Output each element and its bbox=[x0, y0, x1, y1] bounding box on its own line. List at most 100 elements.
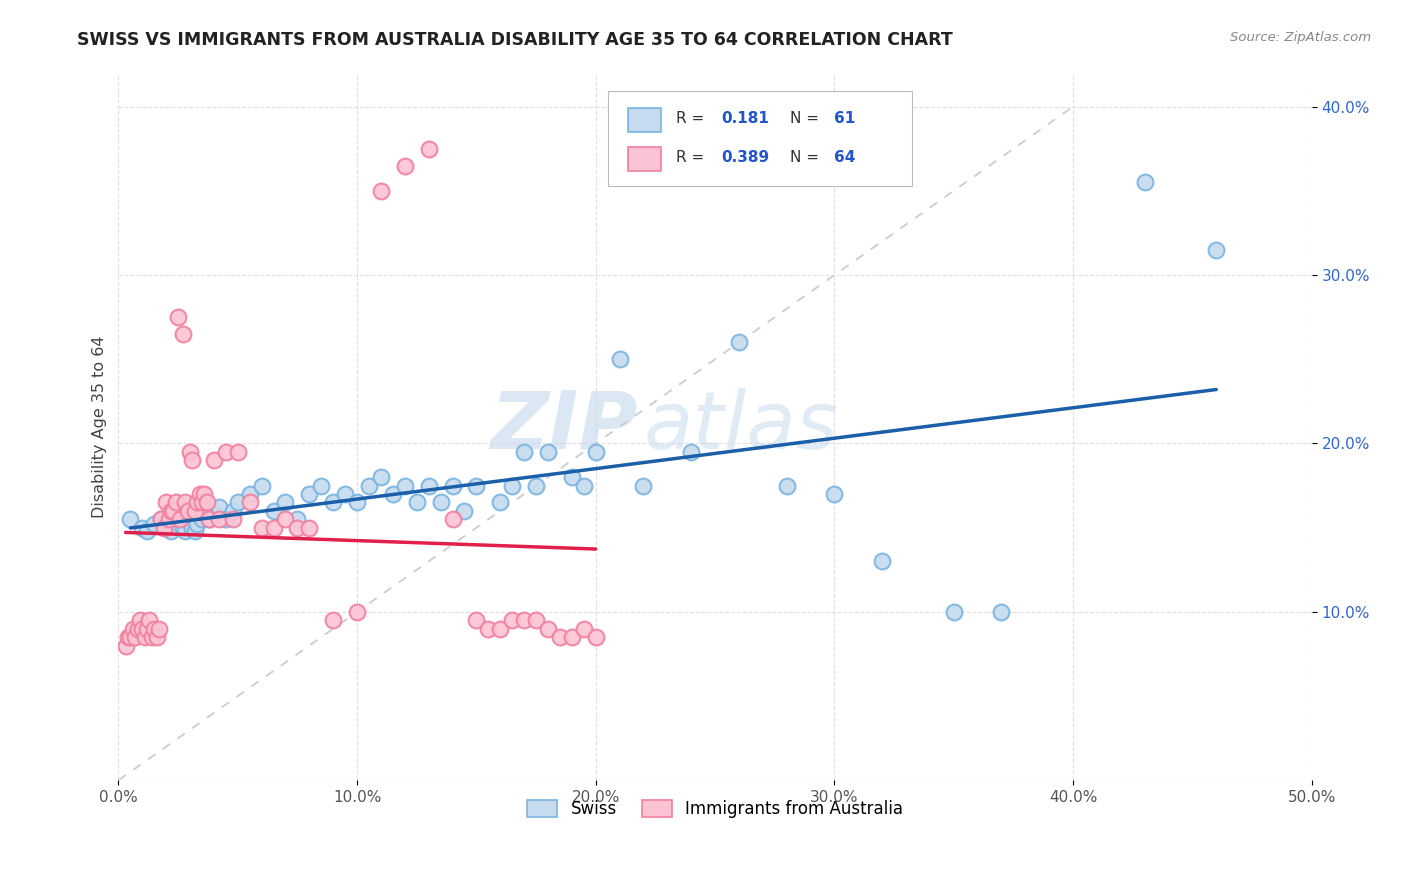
Point bbox=[120, 630, 142, 644]
Bar bbox=[628, 108, 661, 132]
Point bbox=[202, 453, 225, 467]
Point bbox=[346, 495, 368, 509]
Point bbox=[585, 630, 607, 644]
Point bbox=[167, 310, 190, 325]
Point bbox=[198, 512, 221, 526]
Point bbox=[609, 352, 631, 367]
Point bbox=[572, 478, 595, 492]
Point bbox=[274, 495, 297, 509]
Point bbox=[823, 487, 845, 501]
Text: R =: R = bbox=[676, 151, 709, 165]
Point bbox=[465, 613, 488, 627]
Point bbox=[418, 478, 440, 492]
Point bbox=[155, 495, 177, 509]
Point bbox=[1133, 176, 1156, 190]
Point bbox=[114, 639, 136, 653]
Point bbox=[162, 504, 184, 518]
Point bbox=[501, 613, 523, 627]
Point bbox=[298, 521, 321, 535]
Point bbox=[141, 630, 163, 644]
Text: SWISS VS IMMIGRANTS FROM AUSTRALIA DISABILITY AGE 35 TO 64 CORRELATION CHART: SWISS VS IMMIGRANTS FROM AUSTRALIA DISAB… bbox=[77, 31, 953, 49]
Point bbox=[239, 487, 262, 501]
Point bbox=[370, 470, 392, 484]
Point bbox=[129, 613, 152, 627]
Point bbox=[441, 512, 464, 526]
Point bbox=[513, 445, 536, 459]
Point bbox=[537, 445, 560, 459]
Point bbox=[136, 622, 159, 636]
Point bbox=[179, 512, 201, 526]
Point bbox=[202, 507, 225, 521]
Point bbox=[287, 512, 309, 526]
Point bbox=[172, 326, 194, 341]
Point bbox=[160, 524, 183, 538]
Point bbox=[181, 521, 204, 535]
Point bbox=[298, 487, 321, 501]
Point bbox=[186, 495, 208, 509]
Point bbox=[513, 613, 536, 627]
Point bbox=[489, 622, 512, 636]
Point bbox=[215, 445, 238, 459]
Point bbox=[169, 512, 191, 526]
Point bbox=[195, 495, 218, 509]
Point bbox=[138, 613, 160, 627]
Point bbox=[524, 478, 547, 492]
Point bbox=[274, 512, 297, 526]
Legend: Swiss, Immigrants from Australia: Swiss, Immigrants from Australia bbox=[520, 794, 910, 825]
Text: N =: N = bbox=[790, 112, 824, 127]
Point bbox=[184, 504, 207, 518]
Text: 64: 64 bbox=[834, 151, 856, 165]
Text: Source: ZipAtlas.com: Source: ZipAtlas.com bbox=[1230, 31, 1371, 45]
Point bbox=[333, 487, 356, 501]
Point bbox=[160, 504, 183, 518]
Point bbox=[176, 504, 198, 518]
Point bbox=[311, 478, 333, 492]
Point bbox=[167, 512, 190, 526]
Point bbox=[150, 512, 173, 526]
Point bbox=[191, 512, 214, 526]
Text: 0.389: 0.389 bbox=[721, 151, 769, 165]
Point bbox=[131, 521, 153, 535]
Point bbox=[548, 630, 571, 644]
Point bbox=[681, 445, 703, 459]
Point bbox=[208, 512, 231, 526]
Point bbox=[120, 512, 142, 526]
Point bbox=[322, 613, 344, 627]
Point bbox=[222, 504, 245, 518]
Point bbox=[131, 622, 153, 636]
Point bbox=[145, 630, 167, 644]
Point bbox=[322, 495, 344, 509]
Point bbox=[870, 554, 893, 568]
Point bbox=[585, 445, 607, 459]
Point bbox=[117, 630, 139, 644]
Point bbox=[537, 622, 560, 636]
Point bbox=[453, 504, 475, 518]
Point bbox=[208, 500, 231, 515]
FancyBboxPatch shape bbox=[607, 91, 912, 186]
Point bbox=[193, 504, 215, 518]
Point bbox=[193, 487, 215, 501]
Point bbox=[524, 613, 547, 627]
Point bbox=[287, 521, 309, 535]
Point bbox=[215, 512, 238, 526]
Point bbox=[222, 512, 245, 526]
Text: ZIP: ZIP bbox=[491, 388, 637, 466]
Point bbox=[127, 622, 149, 636]
Point bbox=[226, 495, 249, 509]
Point bbox=[136, 524, 159, 538]
Point bbox=[1205, 243, 1227, 257]
Point bbox=[346, 605, 368, 619]
Point bbox=[174, 495, 197, 509]
Text: N =: N = bbox=[790, 151, 824, 165]
Point bbox=[441, 478, 464, 492]
Point bbox=[561, 630, 583, 644]
Point bbox=[477, 622, 499, 636]
Point bbox=[152, 521, 174, 535]
Point bbox=[990, 605, 1012, 619]
Point bbox=[179, 445, 201, 459]
Point bbox=[465, 478, 488, 492]
Point bbox=[394, 159, 416, 173]
Point bbox=[357, 478, 380, 492]
Point bbox=[263, 521, 285, 535]
Point bbox=[155, 521, 177, 535]
